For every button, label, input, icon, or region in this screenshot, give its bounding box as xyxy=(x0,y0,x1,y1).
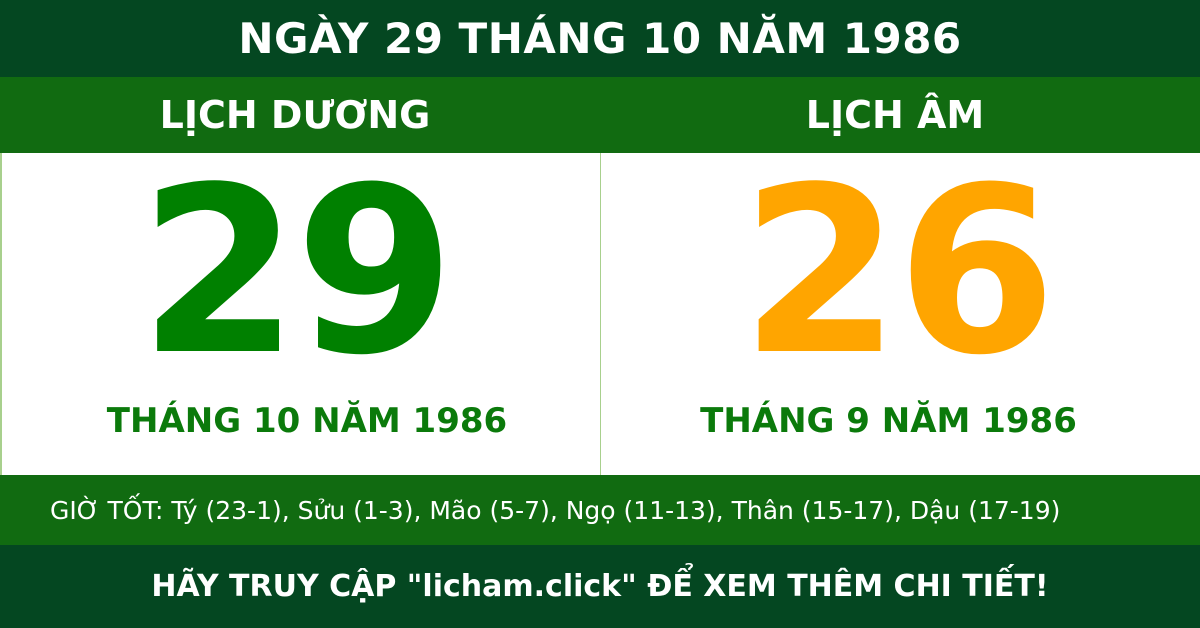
solar-panel: 29 THÁNG 10 NĂM 1986 xyxy=(0,153,600,475)
good-hours-bar: GIỜ TỐT: Tý (23-1), Sửu (1-3), Mão (5-7)… xyxy=(0,475,1200,545)
solar-day: 29 xyxy=(138,139,455,406)
calendar-headings: LỊCH DƯƠNG LỊCH ÂM xyxy=(0,77,1200,153)
solar-month-year: THÁNG 10 NĂM 1986 xyxy=(106,401,508,441)
lunar-day: 26 xyxy=(740,139,1056,406)
lunar-month-year: THÁNG 9 NĂM 1986 xyxy=(700,401,1077,441)
lunar-panel: 26 THÁNG 9 NĂM 1986 xyxy=(600,153,1200,475)
footer-cta: HÃY TRUY CẬP "licham.click" ĐỂ XEM THÊM … xyxy=(0,545,1200,628)
good-hours-text: GIỜ TỐT: Tý (23-1), Sửu (1-3), Mão (5-7)… xyxy=(50,495,1061,525)
page-title: NGÀY 29 THÁNG 10 NĂM 1986 xyxy=(0,0,1200,77)
lunar-heading: LỊCH ÂM xyxy=(805,93,985,137)
solar-heading: LỊCH DƯƠNG xyxy=(159,93,431,137)
